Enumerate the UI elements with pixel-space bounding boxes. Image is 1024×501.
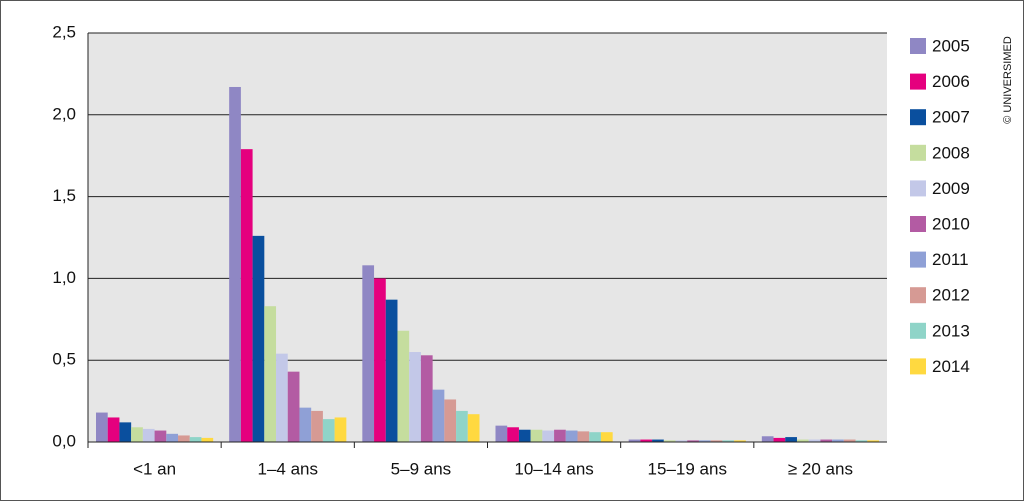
bar xyxy=(867,440,879,442)
bar xyxy=(334,417,347,442)
y-tick-label: 0,5 xyxy=(52,350,76,369)
bar xyxy=(577,431,590,442)
legend-swatch xyxy=(910,287,926,304)
bar xyxy=(420,355,433,442)
bar xyxy=(663,440,676,442)
bar xyxy=(397,330,410,442)
bar xyxy=(734,440,746,442)
bar xyxy=(507,427,519,442)
bar xyxy=(409,352,421,442)
legend-label: 2013 xyxy=(932,321,970,340)
legend-label: 2007 xyxy=(932,108,970,127)
bar xyxy=(808,439,821,442)
y-tick-label: 1,5 xyxy=(52,186,76,205)
x-tick-label: 1–4 ans xyxy=(258,459,319,478)
legend-label: 2005 xyxy=(932,36,970,55)
y-tick-label: 2,5 xyxy=(52,22,76,41)
legend-swatch xyxy=(910,251,926,268)
bar xyxy=(843,439,856,442)
bar xyxy=(119,422,132,442)
bar xyxy=(299,407,312,442)
bar xyxy=(240,149,253,442)
legend-label: 2014 xyxy=(932,357,970,376)
bar xyxy=(276,353,288,442)
legend-swatch xyxy=(910,38,926,54)
bar xyxy=(785,437,797,442)
bar xyxy=(832,439,844,442)
bar xyxy=(322,419,335,442)
y-tick-label: 0,0 xyxy=(52,431,76,450)
legend-label: 2009 xyxy=(932,179,970,198)
bar xyxy=(600,432,613,442)
legend-swatch xyxy=(910,73,926,90)
bar xyxy=(518,429,531,442)
bar xyxy=(687,440,699,442)
bar xyxy=(252,235,265,442)
bar xyxy=(652,439,664,442)
bar xyxy=(311,410,323,442)
legend-label: 2010 xyxy=(932,214,970,233)
bar xyxy=(456,410,468,442)
legend-swatch xyxy=(910,180,926,197)
bar xyxy=(820,439,833,442)
x-tick-label: 15–19 ans xyxy=(648,459,727,478)
legend-swatch xyxy=(910,144,926,161)
bar xyxy=(166,433,179,442)
bar xyxy=(796,439,809,442)
bar xyxy=(189,437,202,442)
y-tick-label: 1,0 xyxy=(52,268,76,287)
bar xyxy=(467,414,480,442)
bar xyxy=(773,437,786,442)
bar xyxy=(722,440,735,442)
bar xyxy=(530,429,543,442)
bar xyxy=(154,430,167,442)
bar xyxy=(565,430,578,442)
bar xyxy=(675,440,688,442)
bar xyxy=(640,439,653,442)
bar xyxy=(178,435,190,442)
legend-label: 2006 xyxy=(932,72,970,91)
bar xyxy=(374,278,386,442)
bar xyxy=(710,440,723,442)
bar xyxy=(444,399,457,442)
bar xyxy=(287,371,300,442)
bar xyxy=(107,417,120,442)
bar xyxy=(589,432,601,442)
x-tick-label: <1 an xyxy=(133,459,176,478)
legend-swatch xyxy=(910,358,926,375)
legend-swatch xyxy=(910,322,926,339)
legend-swatch xyxy=(910,109,926,126)
x-tick-label: 10–14 ans xyxy=(514,459,593,478)
bar xyxy=(495,425,508,442)
legend-label: 2012 xyxy=(932,286,970,305)
legend-label: 2011 xyxy=(932,250,969,269)
bar xyxy=(432,389,445,442)
bar xyxy=(628,439,641,442)
bar xyxy=(96,412,108,442)
bar xyxy=(131,427,143,442)
legend-label: 2008 xyxy=(932,143,970,162)
bar xyxy=(542,430,555,442)
bar xyxy=(142,428,155,442)
bar xyxy=(229,86,241,442)
x-tick-label: ≥ 20 ans xyxy=(788,459,853,478)
bar xyxy=(362,265,375,442)
bar xyxy=(264,306,277,442)
bar xyxy=(554,429,566,442)
credit: © UNIVERSIMED xyxy=(1002,36,1014,124)
bar xyxy=(855,440,868,442)
y-tick-label: 2,0 xyxy=(52,104,76,123)
bar xyxy=(761,436,774,442)
x-tick-label: 5–9 ans xyxy=(391,459,452,478)
bar xyxy=(201,437,214,442)
plot-area xyxy=(88,33,887,442)
bar xyxy=(385,299,398,442)
legend-swatch xyxy=(910,216,926,232)
bar xyxy=(698,440,711,442)
